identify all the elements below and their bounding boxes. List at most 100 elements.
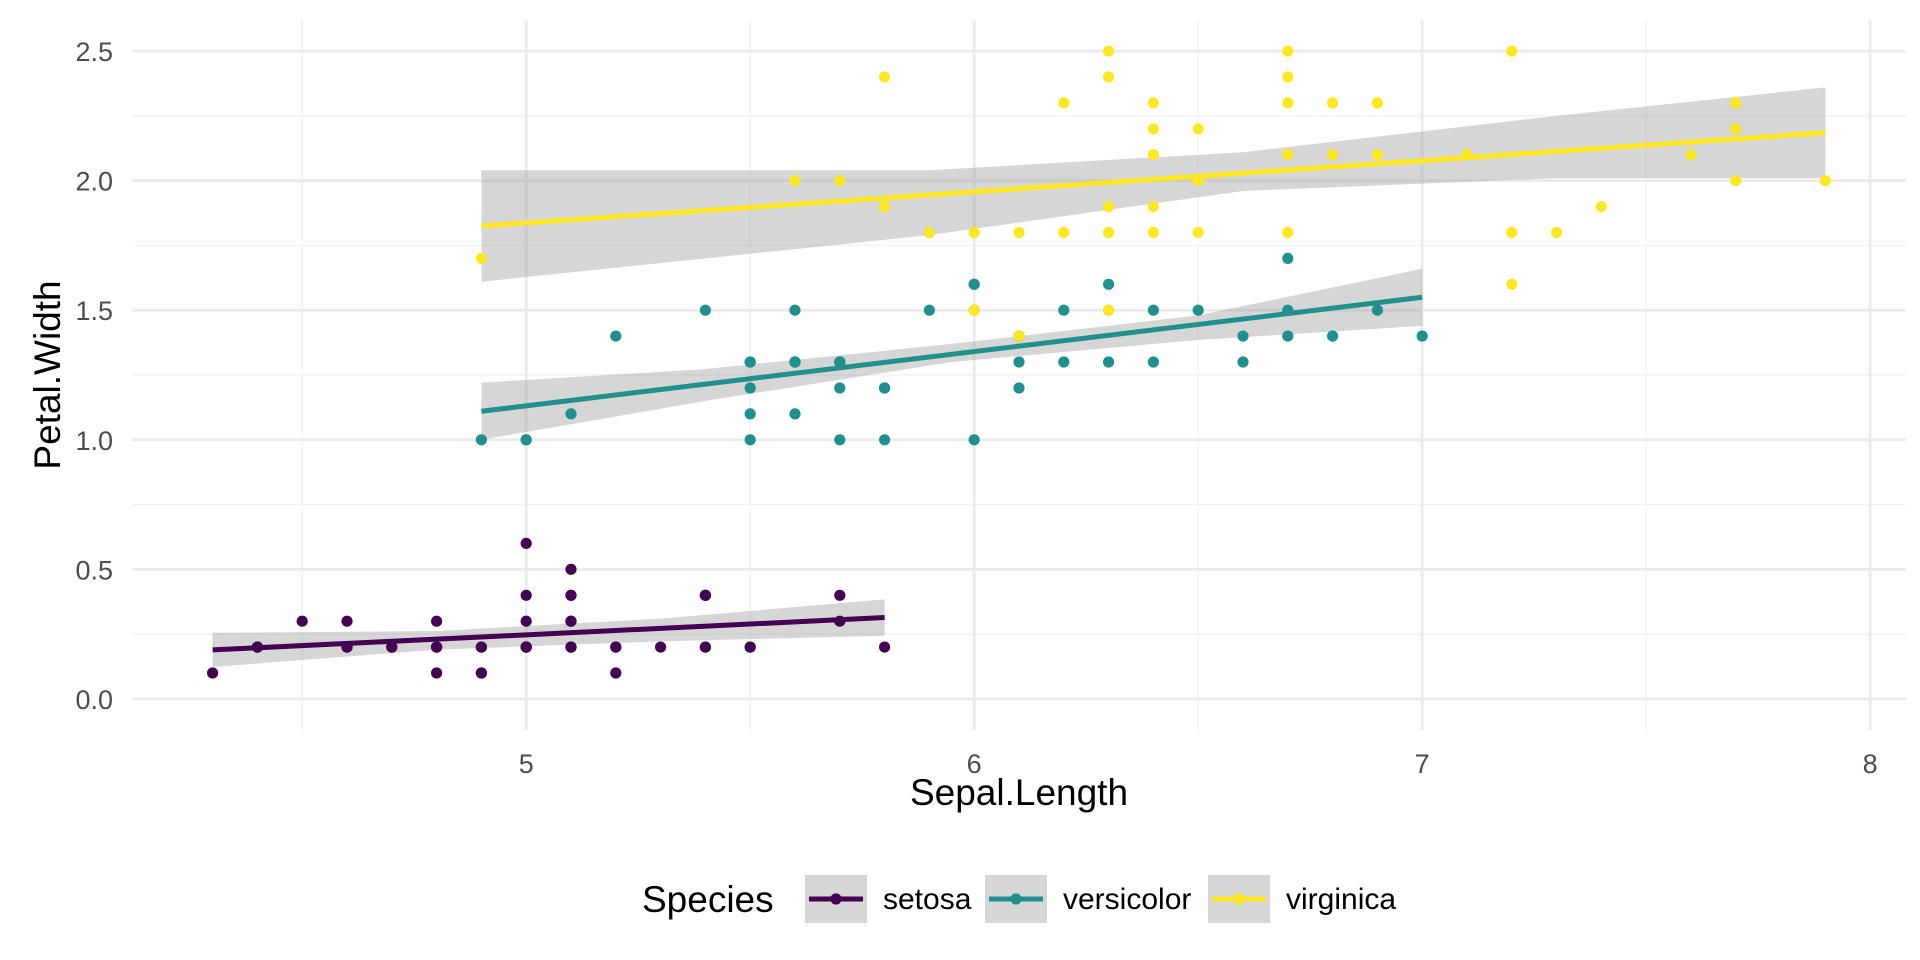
virginica-point <box>879 201 891 213</box>
virginica-point <box>1327 97 1339 109</box>
virginica-point <box>1551 226 1563 239</box>
setosa-point <box>475 641 487 653</box>
virginica-point <box>789 175 801 187</box>
versicolor-point <box>834 382 846 394</box>
versicolor-point <box>744 356 756 368</box>
grid-layer <box>132 20 1906 730</box>
versicolor-point <box>1013 356 1025 368</box>
setosa-point <box>431 615 443 627</box>
virginica-point <box>923 226 936 239</box>
setosa-point <box>296 615 308 627</box>
versicolor-point <box>475 434 487 446</box>
versicolor-point <box>789 356 801 368</box>
x-tick-label: 5 <box>519 749 534 779</box>
versicolor-point <box>744 382 756 394</box>
setosa-point <box>610 667 622 679</box>
virginica-point <box>1147 149 1159 161</box>
versicolor-point <box>744 434 756 446</box>
versicolor-point <box>789 304 801 316</box>
versicolor-point <box>1058 356 1070 368</box>
versicolor-point <box>1282 252 1294 264</box>
virginica-legend-point <box>1233 893 1245 905</box>
versicolor-point <box>1416 330 1428 342</box>
virginica-point <box>1327 149 1339 161</box>
virginica-point <box>968 226 980 239</box>
virginica-point <box>1147 123 1159 135</box>
y-tick-label: 0.0 <box>75 685 113 715</box>
versicolor-point <box>789 408 801 420</box>
setosa-point <box>699 641 712 653</box>
x-tick-label: 8 <box>1863 749 1878 779</box>
virginica-point <box>1103 45 1115 57</box>
virginica-point <box>1013 330 1025 342</box>
virginica-point <box>1730 123 1742 135</box>
y-tick-label: 2.5 <box>75 37 113 67</box>
legend-title: Species <box>642 879 774 920</box>
virginica-point <box>1595 201 1607 213</box>
virginica-point <box>1371 97 1383 109</box>
setosa-point <box>520 537 532 550</box>
fit-lines <box>212 130 1826 653</box>
versicolor-point <box>968 278 980 290</box>
virginica-point <box>1058 226 1070 239</box>
virginica-point <box>879 71 891 83</box>
data-points <box>207 45 1831 679</box>
versicolor-point <box>520 434 532 446</box>
virginica-point <box>1147 201 1159 213</box>
setosa-point <box>520 615 532 627</box>
versicolor-point <box>1192 304 1204 316</box>
setosa-point <box>834 589 846 601</box>
y-axis-title: Petal.Width <box>27 280 68 469</box>
virginica-point <box>1282 45 1294 57</box>
setosa-point <box>386 641 398 653</box>
versicolor-point <box>699 304 712 316</box>
setosa-legend-point <box>830 893 842 905</box>
virginica-point <box>968 304 980 316</box>
virginica-point <box>1282 226 1294 239</box>
setosa-point <box>565 641 577 653</box>
versicolor-point <box>834 356 846 368</box>
versicolor-point <box>1327 330 1339 342</box>
setosa-point <box>520 641 532 653</box>
virginica-point <box>834 175 846 187</box>
versicolor-point <box>1147 304 1159 316</box>
virginica-point <box>1282 71 1294 83</box>
y-tick-label: 2.0 <box>75 167 113 197</box>
virginica-point <box>1103 201 1115 213</box>
versicolor-point <box>610 330 622 342</box>
versicolor-point <box>968 434 980 446</box>
virginica-point <box>1506 278 1518 290</box>
versicolor-legend-point <box>1010 893 1022 905</box>
versicolor-point <box>1013 382 1025 394</box>
virginica-point <box>1506 226 1518 239</box>
virginica-point <box>1685 149 1697 161</box>
y-tick-label: 1.5 <box>75 296 113 326</box>
versicolor-point <box>879 434 891 446</box>
axis-labels: 5 6 7 8 0.0 0.5 1.0 1.5 2.0 2.5 <box>75 37 1877 779</box>
confidence-bands <box>212 87 1826 667</box>
setosa-point <box>565 563 577 575</box>
virginica-point <box>1730 97 1742 109</box>
setosa-point <box>565 615 577 627</box>
setosa-legend-label: setosa <box>883 883 972 916</box>
virginica-confidence-band <box>481 87 1826 282</box>
setosa-point <box>655 641 667 653</box>
setosa-point <box>565 589 577 601</box>
versicolor-point <box>565 408 577 420</box>
setosa-point <box>341 615 353 627</box>
virginica-point <box>1282 97 1294 109</box>
setosa-point <box>207 667 219 679</box>
versicolor-point <box>1237 330 1249 342</box>
versicolor-point <box>744 408 756 420</box>
virginica-point <box>1371 149 1383 161</box>
virginica-point <box>1192 226 1204 239</box>
versicolor-point <box>1282 330 1294 342</box>
setosa-point <box>431 667 443 679</box>
y-tick-label: 1.0 <box>75 426 113 456</box>
virginica-point <box>1192 123 1204 135</box>
x-axis-title: Sepal.Length <box>910 772 1128 813</box>
virginica-point <box>1819 175 1831 187</box>
versicolor-point <box>1237 356 1249 368</box>
versicolor-legend-label: versicolor <box>1063 883 1191 916</box>
